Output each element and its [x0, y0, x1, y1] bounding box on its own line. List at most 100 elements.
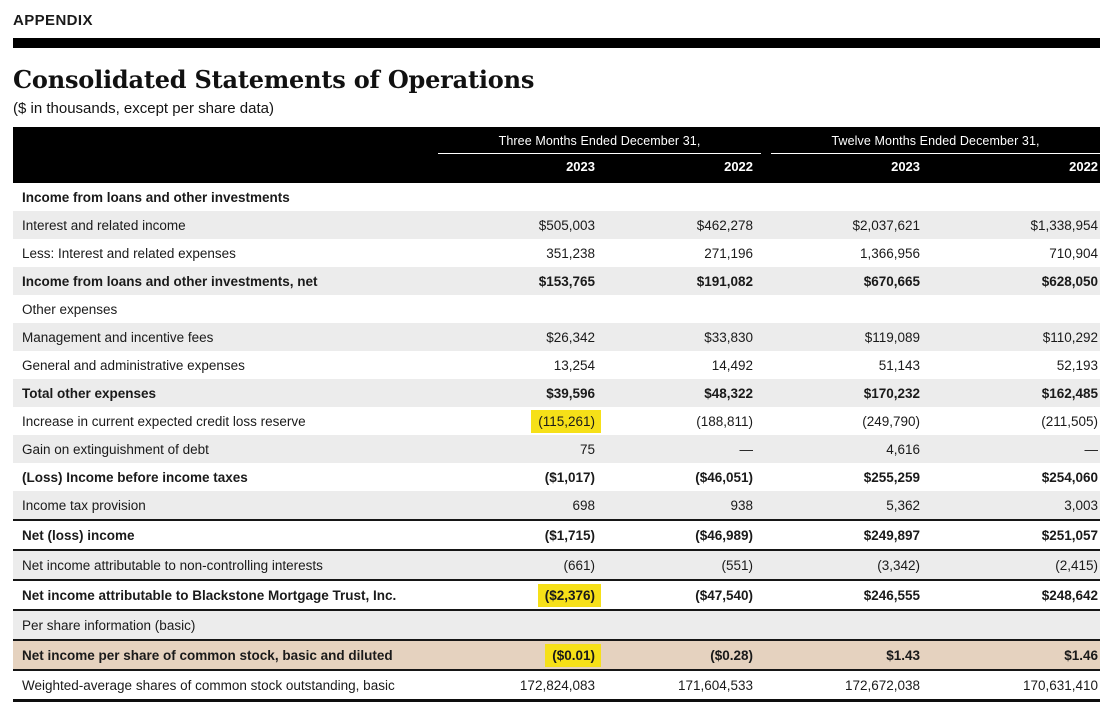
table-row: Net (loss) income ($1,715) ($46,989) $249,8…	[13, 520, 1101, 550]
row-value: ($46,989)	[695, 527, 754, 543]
row-value: ($2,376)	[438, 580, 603, 610]
row-value	[603, 183, 761, 211]
row-value: 710,904	[1049, 245, 1099, 261]
row-label: (Loss) Income before income taxes	[22, 469, 248, 485]
row-value: $462,278	[696, 217, 754, 233]
row-value: (3,342)	[877, 557, 921, 573]
row-label: Other expenses	[22, 301, 118, 317]
yellow-highlight: (115,261)	[531, 409, 601, 433]
table-row: Income from loans and other investments	[13, 183, 1101, 211]
col-group-label: Three Months Ended December 31,	[438, 134, 762, 154]
row-label: Income tax provision	[22, 497, 146, 513]
row-value: (115,261)	[438, 407, 603, 435]
table-row: Net income per share of common stock, ba…	[13, 640, 1101, 670]
year-header: 2022	[603, 154, 762, 183]
yellow-highlight: ($2,376)	[537, 583, 601, 607]
row-value: $628,050	[1041, 273, 1099, 289]
row-label: Net income attributable to Blackstone Mo…	[22, 587, 397, 603]
row-value: $255,259	[863, 469, 921, 485]
row-value: (551)	[721, 557, 754, 573]
table-header: Three Months Ended December 31, Twelve M…	[13, 127, 1101, 183]
row-label: Total other expenses	[22, 385, 157, 401]
row-value: 51,143	[878, 357, 921, 373]
row-value: $39,596	[546, 385, 595, 401]
row-value: 5,362	[886, 497, 921, 513]
row-label: General and administrative expenses	[22, 357, 245, 373]
col-group-label: Twelve Months Ended December 31,	[771, 134, 1101, 154]
row-value: $110,292	[1042, 329, 1099, 345]
header-spacer	[13, 127, 438, 154]
row-value: $670,665	[863, 273, 921, 289]
row-value: $249,897	[863, 527, 921, 543]
table-row: Less: Interest and related expenses 351,2…	[13, 239, 1101, 267]
row-label: Interest and related income	[22, 217, 186, 233]
row-value: $153,765	[538, 273, 595, 289]
page-title: Consolidated Statements of Operations	[13, 65, 535, 94]
row-value	[438, 610, 603, 640]
header-spacer	[13, 154, 438, 183]
row-label: Increase in current expected credit loss…	[22, 413, 306, 429]
row-value: 698	[572, 497, 595, 513]
row-value	[438, 295, 603, 323]
row-value: —	[739, 441, 754, 457]
row-value: $251,057	[1041, 527, 1099, 543]
table-row: Income from loans and other investments,…	[13, 267, 1101, 295]
table-row: General and administrative expenses 13,25…	[13, 351, 1101, 379]
row-label: Per share information (basic)	[22, 617, 196, 633]
col-group-three-months: Three Months Ended December 31,	[438, 127, 762, 154]
statements-table: Three Months Ended December 31, Twelve M…	[13, 127, 1101, 702]
row-value: $119,089	[864, 329, 921, 345]
table-row: Management and incentive fees $26,342 $33,…	[13, 323, 1101, 351]
row-value	[928, 295, 1100, 323]
row-value: ($46,051)	[695, 469, 754, 485]
table-row: Income tax provision 698 938 5,362 3,003	[13, 491, 1101, 520]
row-value: $26,342	[546, 329, 595, 345]
row-value: 4,616	[886, 441, 921, 457]
column-group-row: Three Months Ended December 31, Twelve M…	[13, 127, 1101, 154]
row-value	[761, 610, 928, 640]
top-divider-bar	[13, 38, 1100, 48]
row-value: ($47,540)	[695, 587, 754, 603]
row-value: $191,082	[696, 273, 754, 289]
row-value: $48,322	[704, 385, 754, 401]
col-group-twelve-months: Twelve Months Ended December 31,	[761, 127, 1101, 154]
row-label: Income from loans and other investments	[22, 189, 290, 205]
row-label: Income from loans and other investments,…	[22, 273, 318, 289]
appendix-label: APPENDIX	[13, 12, 93, 29]
row-value: (249,790)	[862, 413, 921, 429]
row-value: 351,238	[546, 245, 595, 261]
table-row: Interest and related income $505,003 $462,…	[13, 211, 1101, 239]
row-value: ($1,715)	[544, 527, 595, 543]
row-value: $2,037,621	[852, 217, 921, 233]
row-value: 14,492	[711, 357, 754, 373]
row-value: $505,003	[538, 217, 595, 233]
row-value: $246,555	[863, 587, 921, 603]
row-label: Weighted-average shares of common stock …	[22, 677, 395, 693]
row-value: $1.43	[886, 647, 921, 663]
row-value: (188,811)	[696, 413, 754, 429]
row-value: $33,830	[704, 329, 754, 345]
row-label: Less: Interest and related expenses	[22, 245, 236, 261]
yellow-highlight: ($0.01)	[545, 643, 601, 667]
row-value	[438, 183, 603, 211]
table-row: Total other expenses $39,596 $48,322 $170,2…	[13, 379, 1101, 407]
page-subtitle: ($ in thousands, except per share data)	[13, 100, 274, 117]
table-row: (Loss) Income before income taxes ($1,017…	[13, 463, 1101, 491]
row-value: $254,060	[1041, 469, 1099, 485]
row-label: Net income attributable to non-controlli…	[22, 557, 323, 573]
row-value: 1,366,956	[859, 245, 921, 261]
table-row: Net income attributable to non-controlli…	[13, 550, 1101, 580]
row-value: $1,338,954	[1030, 217, 1099, 233]
row-value: (661)	[563, 557, 595, 573]
table-row: Increase in current expected credit loss…	[13, 407, 1101, 435]
row-label: Gain on extinguishment of debt	[22, 441, 209, 457]
row-label: Net income per share of common stock, ba…	[22, 647, 393, 663]
row-value: 52,193	[1056, 357, 1099, 373]
row-value: —	[1084, 441, 1099, 457]
year-header-row: 2023 2022 2023 2022	[13, 154, 1101, 183]
row-value	[928, 183, 1100, 211]
table-row: Gain on extinguishment of debt 75 — 4,616 —	[13, 435, 1101, 463]
row-value: ($1,017)	[544, 469, 595, 485]
row-value: 172,672,038	[844, 677, 921, 693]
